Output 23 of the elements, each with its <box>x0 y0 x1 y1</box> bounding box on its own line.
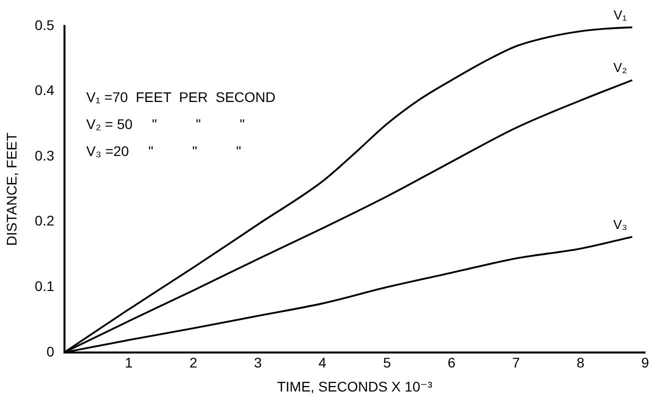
series-label: V₃ <box>613 216 628 232</box>
annotation: V₁ =70 FEET PER SECOND <box>86 89 276 105</box>
x-tick-label: 4 <box>318 354 327 371</box>
y-tick-label: 0 <box>46 343 54 360</box>
y-tick-label: 0.4 <box>34 82 54 98</box>
x-tick-label: 6 <box>448 354 456 371</box>
x-tick-label: 2 <box>189 354 198 371</box>
x-tick-label: 5 <box>383 354 392 371</box>
y-axis-title: DISTANCE, FEET <box>3 132 20 246</box>
series-label: V₁ <box>614 7 628 22</box>
y-tick-label: 0.2 <box>34 212 54 229</box>
x-tick-label: 9 <box>641 354 650 371</box>
annotation: V₃ =20 " " " <box>86 143 242 159</box>
x-tick-label: 8 <box>576 354 585 371</box>
x-tick-label: 3 <box>254 354 262 371</box>
y-tick-label: 0.1 <box>34 278 54 294</box>
x-tick-label: 7 <box>512 354 520 371</box>
x-axis-title: TIME, SECONDS X 10⁻³ <box>277 378 433 394</box>
x-tick-label: 1 <box>124 354 133 371</box>
annotation: V₂ = 50 " " " <box>86 116 245 132</box>
y-tick-label: 0.3 <box>34 147 54 164</box>
series-label: V₂ <box>613 60 628 76</box>
y-tick-label: 0.5 <box>34 16 54 33</box>
